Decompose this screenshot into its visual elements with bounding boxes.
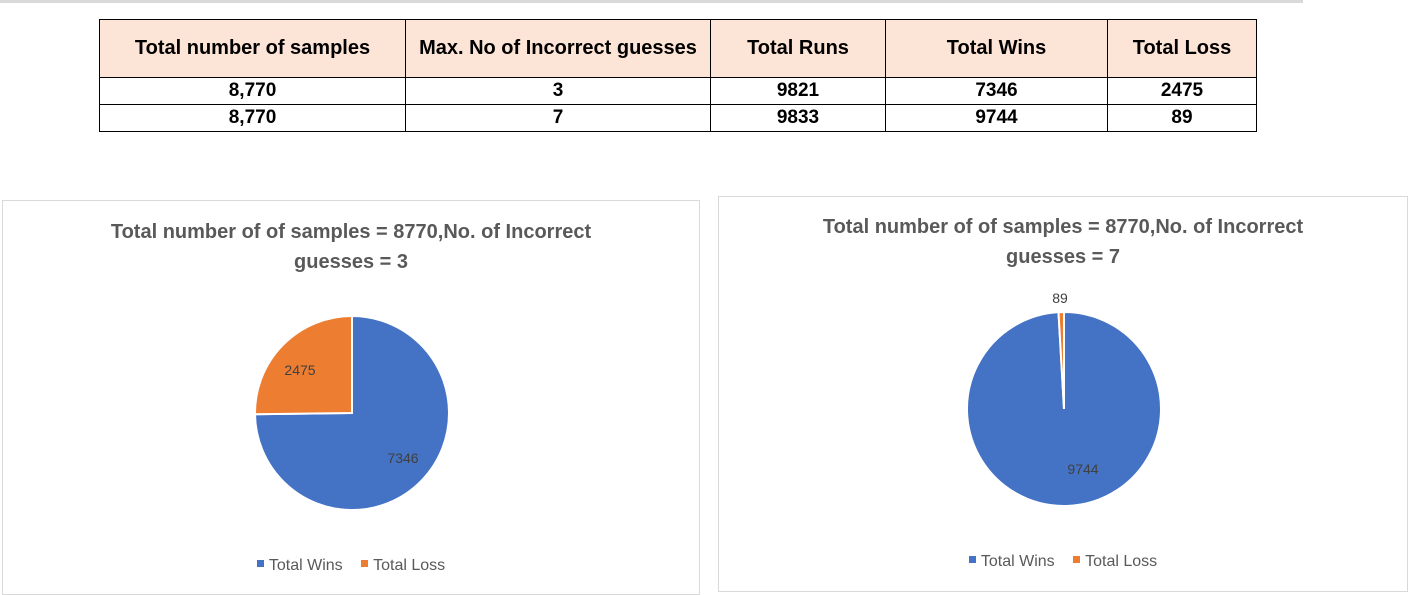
header-total-runs: Total Runs <box>710 19 886 78</box>
legend-label-total-wins: Total Wins <box>268 557 343 574</box>
data-label-total-wins: 9744 <box>1067 461 1098 477</box>
header-total-loss: Total Loss <box>1107 19 1257 78</box>
legend-swatch-total-loss <box>1073 556 1081 564</box>
legend-label-total-loss: Total Loss <box>373 557 446 574</box>
pie-chart-panel-7-guesses: Total number of of samples = 8770,No. of… <box>718 196 1408 592</box>
cell-total-samples: 8,770 <box>99 77 406 105</box>
data-label-total-loss: 2475 <box>284 362 315 378</box>
chart-legend: Total Wins Total Loss <box>719 553 1407 571</box>
results-table: Total number of samples Max. No of Incor… <box>99 19 1257 132</box>
pie-chart-7-guesses: 9744 89 <box>966 290 1162 507</box>
cell-total-wins: 9744 <box>885 104 1108 132</box>
legend-item-total-wins: Total Wins <box>256 557 343 575</box>
chart-title-line-1: Total number of of samples = 8770,No. of… <box>822 216 1304 238</box>
legend-item-total-loss: Total Loss <box>361 557 445 575</box>
header-total-wins: Total Wins <box>885 19 1108 78</box>
pie-chart-3-guesses: 7346 2475 <box>253 314 450 511</box>
chart-title-line-2: guesses = 7 <box>1006 246 1120 268</box>
data-label-total-loss: 89 <box>1052 290 1068 306</box>
legend-swatch-total-wins <box>968 556 976 564</box>
pie-chart-panel-3-guesses: Total number of of samples = 8770,No. of… <box>2 200 700 595</box>
legend-label-total-loss: Total Loss <box>1085 553 1158 570</box>
legend-label-total-wins: Total Wins <box>980 553 1055 570</box>
chart-title-line-1: Total number of of samples = 8770,No. of… <box>110 221 592 243</box>
cell-max-incorrect-guesses: 7 <box>405 104 711 132</box>
cell-total-loss: 2475 <box>1107 77 1257 105</box>
table-row: 8,770 3 9821 7346 2475 <box>99 77 1257 105</box>
chart-title: Total number of of samples = 8770,No. of… <box>719 212 1407 272</box>
chart-title: Total number of of samples = 8770,No. of… <box>3 217 699 277</box>
table-header-row: Total number of samples Max. No of Incor… <box>99 19 1257 78</box>
pie-slice-total-wins <box>253 314 450 511</box>
header-total-samples: Total number of samples <box>99 19 406 78</box>
table-row: 8,770 7 9833 9744 89 <box>99 104 1257 132</box>
pie-slice-total-loss <box>1057 310 1065 410</box>
chart-legend: Total Wins Total Loss <box>3 557 699 575</box>
header-max-incorrect-guesses: Max. No of Incorrect guesses <box>405 19 711 78</box>
legend-item-total-loss: Total Loss <box>1073 553 1157 571</box>
cell-total-wins: 7346 <box>885 77 1108 105</box>
cell-total-runs: 9833 <box>710 104 886 132</box>
cell-total-loss: 89 <box>1107 104 1257 132</box>
chart-title-line-2: guesses = 3 <box>294 251 408 273</box>
legend-swatch-total-loss <box>361 560 369 568</box>
cell-total-samples: 8,770 <box>99 104 406 132</box>
pie-slice-total-loss <box>254 314 353 416</box>
top-divider <box>0 0 1303 3</box>
legend-swatch-total-wins <box>256 560 264 568</box>
cell-total-runs: 9821 <box>710 77 886 105</box>
data-label-total-wins: 7346 <box>387 450 418 466</box>
legend-item-total-wins: Total Wins <box>968 553 1055 571</box>
cell-max-incorrect-guesses: 3 <box>405 77 711 105</box>
